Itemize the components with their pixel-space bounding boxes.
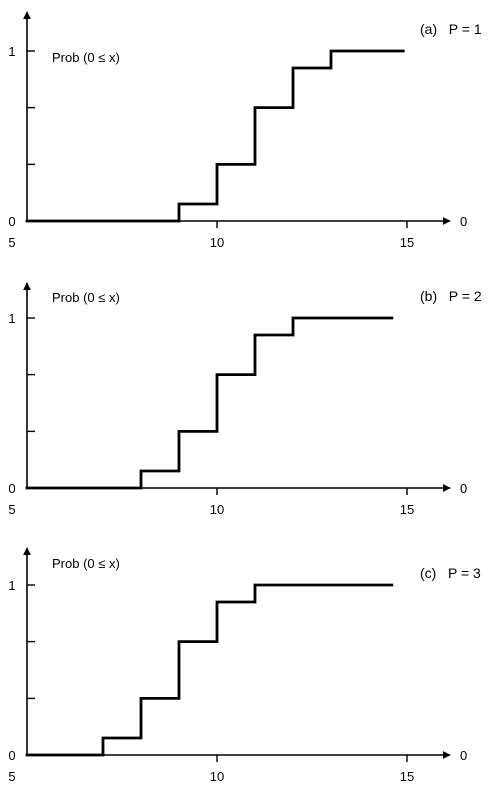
x-axis-label-a: 0 <box>460 214 467 229</box>
x-tick-label: 10 <box>210 769 224 784</box>
panel-title-a: (a) P = 1 <box>420 21 482 37</box>
x-tick-label: 15 <box>400 235 414 250</box>
y-tick-label: 1 <box>8 44 15 59</box>
ticks-a: 5 10 15 0 1 <box>8 44 414 250</box>
cdf-step-b <box>25 316 394 490</box>
ticks-c: 5 10 15 0 1 <box>8 578 414 784</box>
cdf-step-a <box>25 49 405 223</box>
y-axis-label-b: Prob (0 ≤ x) <box>52 290 120 305</box>
x-tick-label: 15 <box>400 502 414 517</box>
x-axis-label-b: 0 <box>460 481 467 496</box>
y-axis-label-a: Prob (0 ≤ x) <box>52 50 120 65</box>
cdf-step-c <box>25 583 394 757</box>
y-axis-label-c: Prob (0 ≤ x) <box>52 556 120 571</box>
x-axis-label-c: 0 <box>460 748 467 763</box>
y-tick-label: 1 <box>8 311 15 326</box>
x-tick-label: 15 <box>400 769 414 784</box>
y-tick-label: 0 <box>8 748 15 763</box>
x-tick-label: 10 <box>210 502 224 517</box>
panel-title-b: (b) P = 2 <box>420 288 482 304</box>
panel-title-c: (c) P = 3 <box>420 565 481 581</box>
x-tick-label: 5 <box>8 502 15 517</box>
x-tick-label: 10 <box>210 235 224 250</box>
y-tick-label: 1 <box>8 578 15 593</box>
y-tick-label: 0 <box>8 214 15 229</box>
x-tick-label: 5 <box>8 769 15 784</box>
panel-a: Prob (0 ≤ x) (a) P = 1 0 5 10 15 0 1 <box>8 11 482 250</box>
ticks-b: 5 10 15 0 1 <box>8 311 414 517</box>
x-tick-label: 5 <box>8 235 15 250</box>
panel-c: Prob (0 ≤ x) (c) P = 3 0 5 10 15 0 1 <box>8 547 481 784</box>
y-tick-label: 0 <box>8 481 15 496</box>
panel-b: Prob (0 ≤ x) (b) P = 2 0 5 10 15 0 1 <box>8 282 482 517</box>
